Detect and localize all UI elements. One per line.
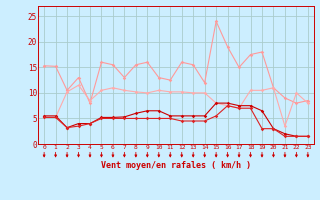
X-axis label: Vent moyen/en rafales ( km/h ): Vent moyen/en rafales ( km/h ) <box>101 161 251 170</box>
